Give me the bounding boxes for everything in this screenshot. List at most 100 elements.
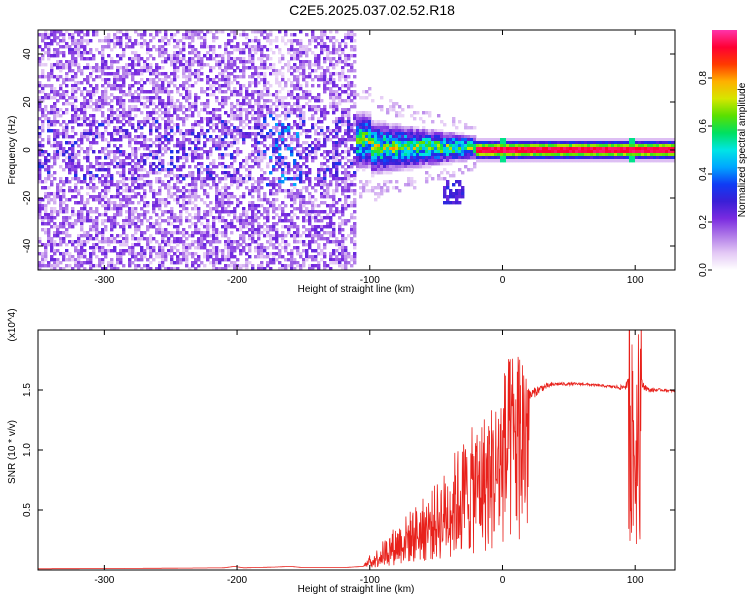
heatmap-cell (305, 63, 309, 67)
heatmap-cell (122, 75, 126, 79)
heatmap-cell (266, 93, 270, 97)
heatmap-cell (203, 237, 207, 241)
heatmap-cell (122, 162, 126, 166)
heatmap-cell (188, 114, 192, 118)
heatmap-cell (152, 57, 156, 61)
heatmap-cell (356, 153, 360, 157)
heatmap-cell (335, 147, 339, 151)
heatmap-cell (155, 75, 159, 79)
heatmap-cell (53, 144, 57, 148)
heatmap-cell (257, 48, 261, 52)
heatmap-cell (374, 159, 378, 163)
heatmap-cell (41, 219, 45, 223)
heatmap-cell (245, 168, 249, 172)
heatmap-cell (341, 177, 345, 181)
heatmap-cell (353, 138, 357, 142)
heatmap-cell (263, 150, 267, 154)
heatmap-cell (299, 60, 303, 64)
heatmap-cell (338, 264, 342, 268)
heatmap-cell (305, 60, 309, 64)
heatmap-cell (383, 183, 387, 187)
heatmap-cell (278, 84, 282, 88)
heatmap-cell (269, 111, 273, 115)
heatmap-cell (254, 159, 258, 163)
heatmap-cell (302, 72, 306, 76)
heatmap-cell (44, 264, 48, 268)
heatmap-cell (80, 39, 84, 43)
heatmap-cell (272, 207, 276, 211)
heatmap-cell (158, 171, 162, 175)
heatmap-cell (140, 183, 144, 187)
heatmap-cell (251, 132, 255, 136)
heatmap-cell (197, 171, 201, 175)
heatmap-cell (218, 138, 222, 142)
heatmap-cell (182, 120, 186, 124)
heatmap-cell (203, 225, 207, 229)
heatmap-cell (299, 174, 303, 178)
heatmap-cell (65, 180, 69, 184)
heatmap-cell (140, 231, 144, 235)
heatmap-cell (149, 168, 153, 172)
heatmap-cell (350, 213, 354, 217)
heatmap-cell (131, 252, 135, 256)
heatmap-cell (182, 165, 186, 169)
heatmap-cell (107, 174, 111, 178)
heatmap-cell (62, 81, 66, 85)
heatmap-cell (56, 189, 60, 193)
heatmap-cell (266, 177, 270, 181)
heatmap-cell (134, 165, 138, 169)
heatmap-cell (239, 105, 243, 109)
heatmap-cell (200, 237, 204, 241)
heatmap-cell (188, 252, 192, 256)
heatmap-cell (347, 81, 351, 85)
heatmap-cell (47, 129, 51, 133)
heatmap-cell (119, 54, 123, 58)
heatmap-cell (257, 102, 261, 106)
heatmap-cell (275, 75, 279, 79)
heatmap-cell (305, 135, 309, 139)
heatmap-cell (143, 30, 147, 34)
heatmap-cell (62, 102, 66, 106)
heatmap-cell (221, 267, 225, 270)
heatmap-cell (257, 216, 261, 220)
heatmap-cell (197, 75, 201, 79)
heatmap-cell (257, 123, 261, 127)
heatmap-cell (290, 33, 294, 37)
heatmap-cell (98, 132, 102, 136)
heatmap-cell (272, 210, 276, 214)
heatmap-cell (206, 204, 210, 208)
heatmap-cell (107, 249, 111, 253)
heatmap-cell (287, 189, 291, 193)
heatmap-cell (200, 45, 204, 49)
heatmap-cell (80, 234, 84, 238)
heatmap-cell (296, 144, 300, 148)
heatmap-cell (302, 63, 306, 67)
heatmap-cell (314, 255, 318, 259)
heatmap-cell (62, 255, 66, 259)
heatmap-cell (176, 225, 180, 229)
heatmap-cell (140, 156, 144, 160)
heatmap-cell (386, 162, 390, 166)
heatmap-cell (269, 114, 273, 118)
heatmap-cell (215, 210, 219, 214)
heatmap-cell (320, 210, 324, 214)
heatmap-cell (188, 141, 192, 145)
heatmap-cell (248, 105, 252, 109)
heatmap-cell (293, 132, 297, 136)
heatmap-cell (116, 261, 120, 265)
heatmap-cell (212, 141, 216, 145)
heatmap-cell (356, 111, 360, 115)
heatmap-cell (314, 144, 318, 148)
heatmap-cell (368, 150, 372, 154)
heatmap-cell (209, 213, 213, 217)
heatmap-cell (98, 39, 102, 43)
heatmap-cell (350, 216, 354, 220)
heatmap-cell (224, 126, 228, 130)
heatmap-cell (71, 117, 75, 121)
heatmap-cell (113, 87, 117, 91)
heatmap-cell (326, 159, 330, 163)
heatmap-cell (374, 162, 378, 166)
heatmap-cell (230, 183, 234, 187)
heatmap-cell (215, 117, 219, 121)
heatmap-cell (335, 171, 339, 175)
